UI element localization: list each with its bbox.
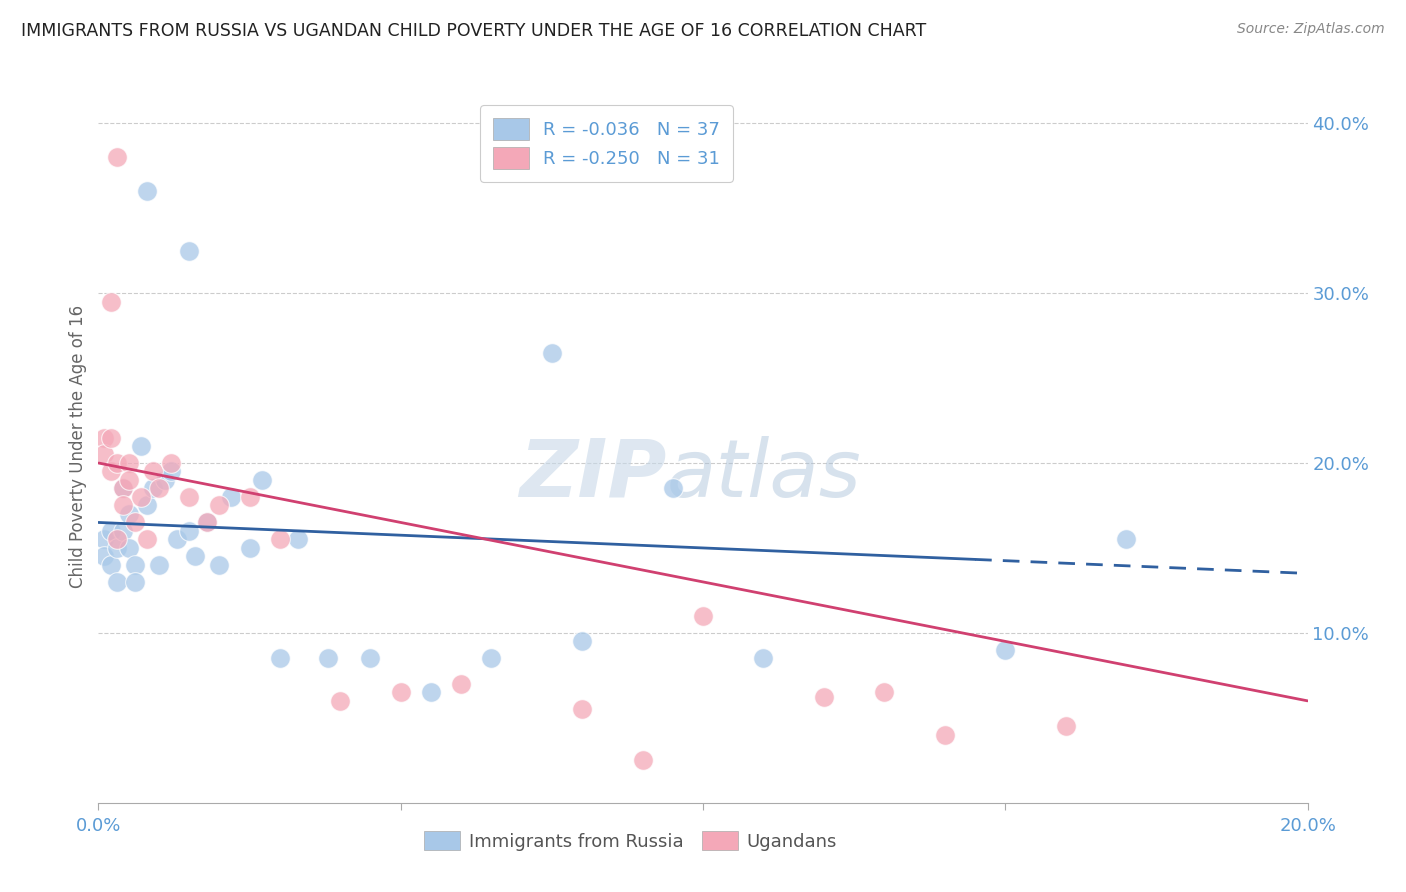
Point: [124, 574, 146, 589]
Point: [135, 499, 157, 513]
Point: [124, 558, 146, 572]
Point: [142, 465, 165, 479]
Point: [111, 499, 134, 513]
Point: [118, 473, 141, 487]
Point: [105, 541, 128, 555]
Point: [179, 524, 201, 538]
Point: [148, 482, 170, 496]
Point: [389, 685, 412, 699]
Point: [208, 558, 231, 572]
Point: [93, 549, 115, 564]
Point: [142, 482, 165, 496]
Text: Source: ZipAtlas.com: Source: ZipAtlas.com: [1237, 22, 1385, 37]
Point: [111, 524, 134, 538]
Point: [135, 533, 157, 547]
Point: [269, 533, 291, 547]
Point: [111, 482, 134, 496]
Point: [118, 507, 141, 521]
Point: [184, 549, 207, 564]
Point: [100, 294, 122, 309]
Point: [179, 244, 201, 258]
Text: ZIP: ZIP: [519, 435, 666, 514]
Point: [124, 516, 146, 530]
Point: [93, 533, 115, 547]
Point: [316, 651, 339, 665]
Point: [287, 533, 309, 547]
Point: [93, 430, 115, 444]
Point: [329, 694, 352, 708]
Point: [934, 728, 956, 742]
Point: [420, 685, 443, 699]
Point: [129, 439, 152, 453]
Point: [360, 651, 382, 665]
Point: [105, 574, 128, 589]
Point: [250, 473, 273, 487]
Legend: Immigrants from Russia, Ugandans: Immigrants from Russia, Ugandans: [416, 824, 845, 858]
Point: [269, 651, 291, 665]
Point: [148, 558, 170, 572]
Point: [813, 690, 835, 705]
Point: [752, 651, 775, 665]
Point: [994, 643, 1017, 657]
Point: [239, 541, 262, 555]
Point: [873, 685, 896, 699]
Text: IMMIGRANTS FROM RUSSIA VS UGANDAN CHILD POVERTY UNDER THE AGE OF 16 CORRELATION : IMMIGRANTS FROM RUSSIA VS UGANDAN CHILD …: [21, 22, 927, 40]
Point: [692, 608, 714, 623]
Point: [160, 465, 183, 479]
Point: [571, 634, 593, 648]
Point: [118, 541, 141, 555]
Point: [93, 448, 115, 462]
Point: [195, 516, 218, 530]
Point: [100, 465, 122, 479]
Point: [239, 490, 262, 504]
Point: [450, 677, 472, 691]
Point: [100, 524, 122, 538]
Point: [105, 533, 128, 547]
Point: [221, 490, 243, 504]
Point: [208, 499, 231, 513]
Point: [129, 490, 152, 504]
Point: [540, 345, 562, 359]
Point: [160, 456, 183, 470]
Point: [631, 753, 654, 767]
Point: [195, 516, 218, 530]
Point: [661, 482, 683, 496]
Point: [153, 473, 176, 487]
Point: [1115, 533, 1137, 547]
Point: [571, 702, 593, 716]
Point: [105, 456, 128, 470]
Point: [1054, 719, 1077, 733]
Point: [111, 482, 134, 496]
Point: [481, 651, 503, 665]
Point: [105, 150, 128, 164]
Text: atlas: atlas: [666, 435, 862, 514]
Point: [100, 430, 122, 444]
Point: [118, 456, 141, 470]
Point: [166, 533, 188, 547]
Point: [100, 558, 122, 572]
Y-axis label: Child Poverty Under the Age of 16: Child Poverty Under the Age of 16: [69, 304, 87, 588]
Point: [135, 184, 157, 198]
Point: [179, 490, 201, 504]
